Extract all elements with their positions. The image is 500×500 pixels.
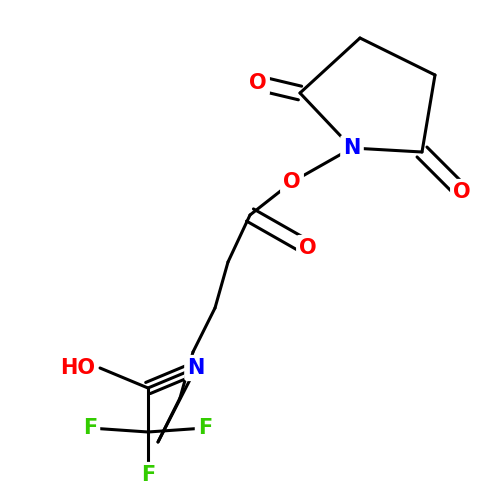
Text: F: F [83, 418, 97, 438]
Text: O: O [453, 182, 471, 202]
Text: O: O [249, 73, 267, 93]
Text: N: N [188, 358, 204, 378]
Text: N: N [344, 138, 360, 158]
Text: F: F [198, 418, 212, 438]
Text: O: O [283, 172, 301, 192]
Text: O: O [299, 238, 317, 258]
Text: F: F [141, 465, 155, 485]
Text: HO: HO [60, 358, 95, 378]
